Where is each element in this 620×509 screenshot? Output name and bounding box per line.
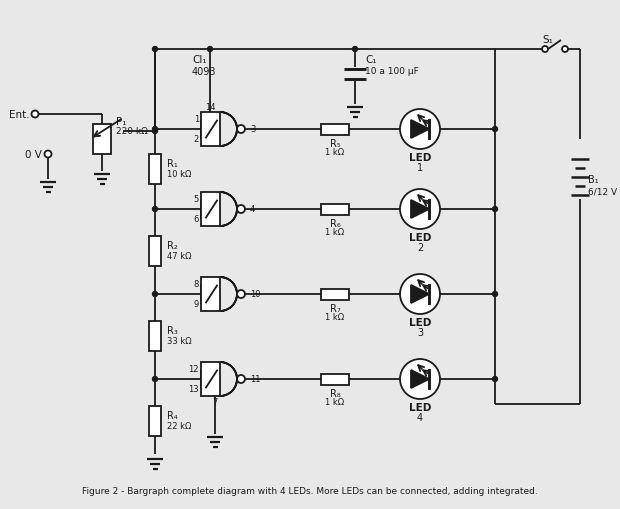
- Text: 6/12 V: 6/12 V: [588, 187, 617, 196]
- Circle shape: [542, 47, 548, 53]
- Text: R₄: R₄: [167, 410, 178, 420]
- Polygon shape: [411, 370, 429, 388]
- Circle shape: [153, 127, 157, 132]
- Text: 4: 4: [250, 205, 255, 214]
- Text: LED: LED: [409, 402, 431, 412]
- FancyBboxPatch shape: [149, 237, 161, 267]
- Circle shape: [153, 47, 157, 52]
- FancyBboxPatch shape: [201, 277, 220, 312]
- Polygon shape: [411, 201, 429, 218]
- Circle shape: [208, 47, 213, 52]
- Text: 10 kΩ: 10 kΩ: [167, 170, 192, 179]
- Text: 1 kΩ: 1 kΩ: [326, 148, 345, 157]
- Circle shape: [153, 377, 157, 382]
- Text: S₁: S₁: [542, 35, 553, 45]
- FancyBboxPatch shape: [149, 155, 161, 185]
- Text: Figure 2 - Bargraph complete diagram with 4 LEDs. More LEDs can be connected, ad: Figure 2 - Bargraph complete diagram wit…: [82, 487, 538, 496]
- FancyBboxPatch shape: [201, 192, 220, 227]
- Text: 4093: 4093: [192, 67, 216, 77]
- Wedge shape: [220, 192, 237, 227]
- Circle shape: [492, 377, 497, 382]
- Text: 3: 3: [417, 327, 423, 337]
- Circle shape: [153, 129, 157, 134]
- Text: 47 kΩ: 47 kΩ: [167, 252, 192, 261]
- Text: 12: 12: [188, 365, 199, 374]
- Circle shape: [400, 190, 440, 230]
- FancyBboxPatch shape: [321, 124, 349, 135]
- Wedge shape: [220, 362, 237, 396]
- Circle shape: [237, 375, 245, 383]
- Circle shape: [353, 47, 358, 52]
- FancyBboxPatch shape: [321, 374, 349, 385]
- FancyBboxPatch shape: [149, 406, 161, 436]
- Text: 22 kΩ: 22 kΩ: [167, 421, 192, 431]
- Text: 1 kΩ: 1 kΩ: [326, 228, 345, 237]
- Circle shape: [400, 110, 440, 150]
- Text: B₁: B₁: [588, 175, 599, 185]
- Text: 10: 10: [250, 290, 260, 299]
- Circle shape: [492, 127, 497, 132]
- Text: R₃: R₃: [167, 325, 178, 335]
- Text: 5: 5: [194, 195, 199, 204]
- Text: R₆: R₆: [330, 218, 340, 229]
- Text: 9: 9: [194, 300, 199, 309]
- Text: LED: LED: [409, 153, 431, 163]
- Text: 10 a 100 μF: 10 a 100 μF: [365, 67, 419, 76]
- Text: 13: 13: [188, 385, 199, 394]
- FancyBboxPatch shape: [149, 321, 161, 351]
- Text: 1: 1: [417, 163, 423, 173]
- Text: 2: 2: [417, 242, 423, 252]
- Circle shape: [400, 274, 440, 315]
- FancyBboxPatch shape: [321, 289, 349, 300]
- Circle shape: [45, 151, 51, 158]
- Text: R₈: R₈: [330, 388, 340, 398]
- Text: R₁: R₁: [167, 159, 178, 168]
- Text: C₁: C₁: [365, 55, 376, 65]
- Wedge shape: [220, 277, 237, 312]
- Text: R₇: R₇: [330, 303, 340, 314]
- Text: 14: 14: [205, 103, 215, 112]
- Text: 1 kΩ: 1 kΩ: [326, 313, 345, 322]
- Text: LED: LED: [409, 233, 431, 242]
- Text: 11: 11: [250, 375, 260, 384]
- Circle shape: [153, 292, 157, 297]
- Text: Cl₁: Cl₁: [192, 55, 206, 65]
- Circle shape: [237, 126, 245, 134]
- Circle shape: [562, 47, 568, 53]
- Text: R₅: R₅: [330, 139, 340, 149]
- Wedge shape: [220, 113, 237, 147]
- Text: P₁: P₁: [116, 117, 126, 127]
- Text: 1 kΩ: 1 kΩ: [326, 398, 345, 407]
- Text: 7: 7: [212, 398, 218, 407]
- Circle shape: [492, 292, 497, 297]
- Text: 33 kΩ: 33 kΩ: [167, 337, 192, 346]
- Text: LED: LED: [409, 318, 431, 327]
- Circle shape: [237, 206, 245, 214]
- Text: Ent.: Ent.: [9, 110, 30, 120]
- Polygon shape: [411, 286, 429, 303]
- Text: 6: 6: [193, 215, 199, 224]
- FancyBboxPatch shape: [93, 125, 111, 155]
- Circle shape: [32, 111, 38, 118]
- FancyBboxPatch shape: [201, 113, 220, 147]
- Text: 8: 8: [193, 280, 199, 289]
- Text: 4: 4: [417, 412, 423, 422]
- Text: 1: 1: [194, 115, 199, 124]
- Circle shape: [153, 207, 157, 212]
- Text: 3: 3: [250, 125, 255, 134]
- Text: 2: 2: [194, 135, 199, 144]
- Text: R₂: R₂: [167, 241, 178, 250]
- FancyBboxPatch shape: [201, 362, 220, 396]
- FancyBboxPatch shape: [321, 204, 349, 215]
- Text: 0 V: 0 V: [25, 150, 42, 160]
- Circle shape: [237, 291, 245, 298]
- Circle shape: [400, 359, 440, 399]
- Text: 220 kΩ: 220 kΩ: [116, 127, 148, 136]
- Circle shape: [492, 207, 497, 212]
- Polygon shape: [411, 121, 429, 139]
